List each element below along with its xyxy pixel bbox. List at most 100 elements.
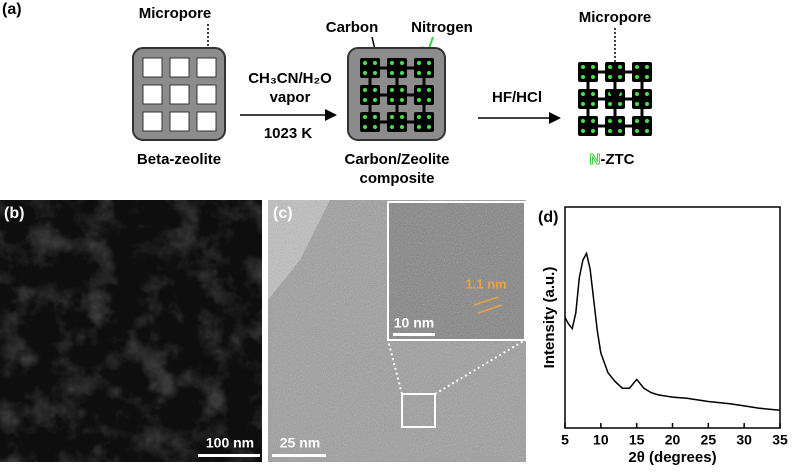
x-tick-label: 10 <box>593 432 609 448</box>
pore <box>142 57 163 78</box>
carbon-node <box>387 58 407 78</box>
composite-name: composite <box>359 170 434 187</box>
nitrogen-site <box>645 65 649 69</box>
nitrogen-site <box>417 71 421 75</box>
pore <box>196 84 217 105</box>
x-tick-label: 5 <box>561 432 569 448</box>
product-name: N-ZTC <box>590 151 635 168</box>
nitrogen-site <box>645 129 649 133</box>
nitrogen-site <box>373 71 377 75</box>
nitrogen-site <box>427 71 431 75</box>
nitrogen-site <box>645 102 649 106</box>
zoom-line <box>387 339 403 395</box>
nitrogen-site <box>400 61 404 65</box>
x-tick-label: 30 <box>736 432 752 448</box>
lattice-annotation: 1.1 nm <box>465 276 506 291</box>
pore <box>169 57 190 78</box>
scale-bar-label: 100 nm <box>206 435 254 451</box>
nitrogen-site <box>581 102 585 106</box>
nitrogen-site <box>591 75 595 79</box>
nitrogen-site <box>608 129 612 133</box>
nitrogen-site <box>390 98 394 102</box>
nitrogen-site <box>400 125 404 129</box>
nitrogen-site <box>635 75 639 79</box>
nitrogen-site <box>373 115 377 119</box>
carbon-frame <box>360 58 434 132</box>
carbon-node <box>632 89 652 109</box>
plot-frame <box>564 206 781 429</box>
x-axis-title: 2θ (degrees) <box>628 449 716 466</box>
nitrogen-site <box>417 98 421 102</box>
reagent: CH₃CN/H₂O <box>248 70 332 87</box>
nitrogen-site <box>591 129 595 133</box>
xrd-line <box>564 251 781 412</box>
pore <box>169 111 190 132</box>
nitrogen-site <box>581 65 585 69</box>
nitrogen-site <box>400 71 404 75</box>
nitrogen-site <box>400 98 404 102</box>
nitrogen-site <box>581 92 585 96</box>
zoom-box <box>401 393 436 428</box>
panel-label: (a) <box>2 1 22 18</box>
nitrogen-site <box>417 88 421 92</box>
nitrogen-site <box>608 119 612 123</box>
reagent: HF/HCl <box>492 89 542 106</box>
x-tick-label: 20 <box>665 432 681 448</box>
carbon-node <box>632 116 652 136</box>
nitrogen-site <box>390 125 394 129</box>
carbon-node <box>387 112 407 132</box>
nitrogen-site <box>591 92 595 96</box>
nitrogen-site <box>608 92 612 96</box>
nitrogen-site <box>373 61 377 65</box>
nitrogen-site <box>373 125 377 129</box>
nitrogen-site <box>400 88 404 92</box>
pore <box>196 111 217 132</box>
nitrogen-site <box>417 125 421 129</box>
carbon-node <box>578 116 598 136</box>
pore-label: Micropore <box>579 9 652 26</box>
phase: vapor <box>270 89 311 106</box>
carbon-node <box>414 112 434 132</box>
nitrogen-site <box>618 102 622 106</box>
carbon-node <box>414 85 434 105</box>
nitrogen-site <box>635 129 639 133</box>
carbon-node <box>360 58 380 78</box>
nitrogen-site <box>427 61 431 65</box>
nitrogen-site <box>618 129 622 133</box>
nitrogen-site <box>581 75 585 79</box>
product-suffix: -ZTC <box>600 151 634 168</box>
scale-bar-label: 25 nm <box>280 435 320 451</box>
nitrogen-site <box>363 71 367 75</box>
nitrogen-site <box>400 115 404 119</box>
nitrogen-site <box>427 115 431 119</box>
product-prefix: N <box>590 151 601 168</box>
nitrogen-site <box>591 119 595 123</box>
composite-name: Carbon/Zeolite <box>344 151 449 168</box>
nitrogen-site <box>373 88 377 92</box>
nitrogen-site <box>417 115 421 119</box>
x-tick-label: 25 <box>701 432 717 448</box>
nitrogen-site <box>635 102 639 106</box>
pore <box>196 57 217 78</box>
nitrogen-site <box>581 119 585 123</box>
y-axis-title: Intensity (a.u.) <box>541 267 558 369</box>
nitrogen-site <box>618 75 622 79</box>
nitrogen-site <box>645 119 649 123</box>
nitrogen-site <box>363 61 367 65</box>
lattice-marker <box>473 296 499 306</box>
nitrogen-site <box>591 65 595 69</box>
panel-label: (c) <box>273 205 293 222</box>
pore <box>169 84 190 105</box>
nitrogen-site <box>645 92 649 96</box>
carbon-node <box>360 112 380 132</box>
zeolite-name: Beta-zeolite <box>137 151 221 168</box>
nitrogen-site <box>635 119 639 123</box>
nitrogen-site <box>618 92 622 96</box>
nitrogen-site <box>390 115 394 119</box>
x-tick-label: 15 <box>629 432 645 448</box>
nitrogen-site <box>608 102 612 106</box>
nitrogen-site <box>427 125 431 129</box>
carbon-node <box>387 85 407 105</box>
carbon-node <box>605 116 625 136</box>
scale-bar <box>198 454 260 457</box>
